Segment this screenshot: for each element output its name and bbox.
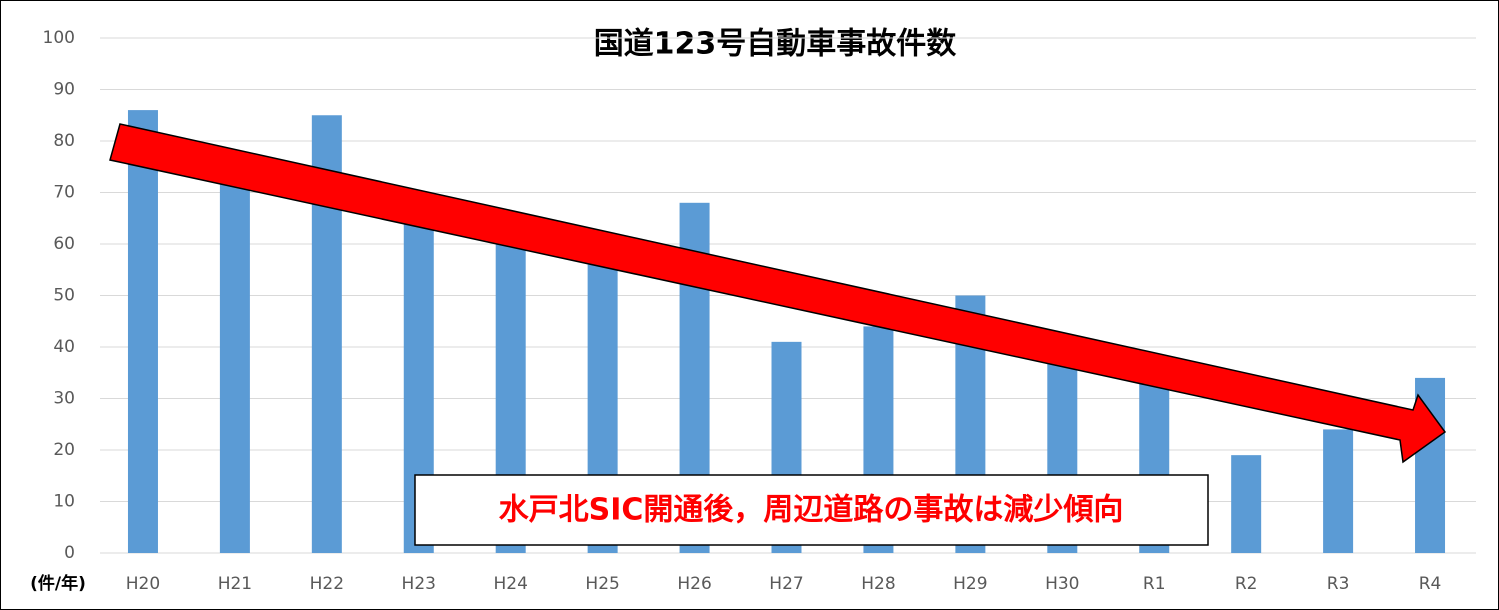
y-tick-label: 0 [64,543,75,563]
y-tick-label: 40 [53,337,75,357]
y-tick-label: 60 [53,234,75,254]
x-tick-label: H20 [126,574,160,594]
x-tick-label: H22 [310,574,344,594]
x-tick-label: H27 [769,574,803,594]
trend-arrow [109,123,1447,464]
bar [1231,455,1262,553]
bar [1323,429,1354,553]
bar [219,182,250,553]
x-tick-label: R3 [1327,574,1350,594]
y-tick-label: 20 [53,440,75,460]
x-tick-label: H21 [218,574,252,594]
y-tick-label: 80 [53,131,75,151]
y-tick-label: 70 [53,183,75,203]
y-tick-label: 10 [53,492,75,512]
x-tick-label: H23 [402,574,436,594]
x-tick-label: H24 [493,574,527,594]
annotation-box [414,474,1209,546]
unit-label: (件/年) [30,573,86,594]
y-tick-label: 90 [53,80,75,100]
x-tick-label: H29 [953,574,987,594]
y-tick-label: 100 [43,28,75,48]
chart-title: 国道123号自動車事故件数 [594,27,958,62]
bar [127,110,158,553]
x-tick-label: R4 [1419,574,1442,594]
x-tick-label: H25 [585,574,619,594]
x-tick-label: H28 [861,574,895,594]
annotation: 水戸北SIC開通後，周辺道路の事故は減少傾向 [499,493,1124,528]
x-tick-label: H26 [677,574,711,594]
y-tick-label: 30 [53,389,75,409]
x-tick-label: H30 [1045,574,1079,594]
y-tick-label: 50 [53,286,75,306]
x-tick-label: R2 [1235,574,1258,594]
x-tick-label: R1 [1143,574,1166,594]
